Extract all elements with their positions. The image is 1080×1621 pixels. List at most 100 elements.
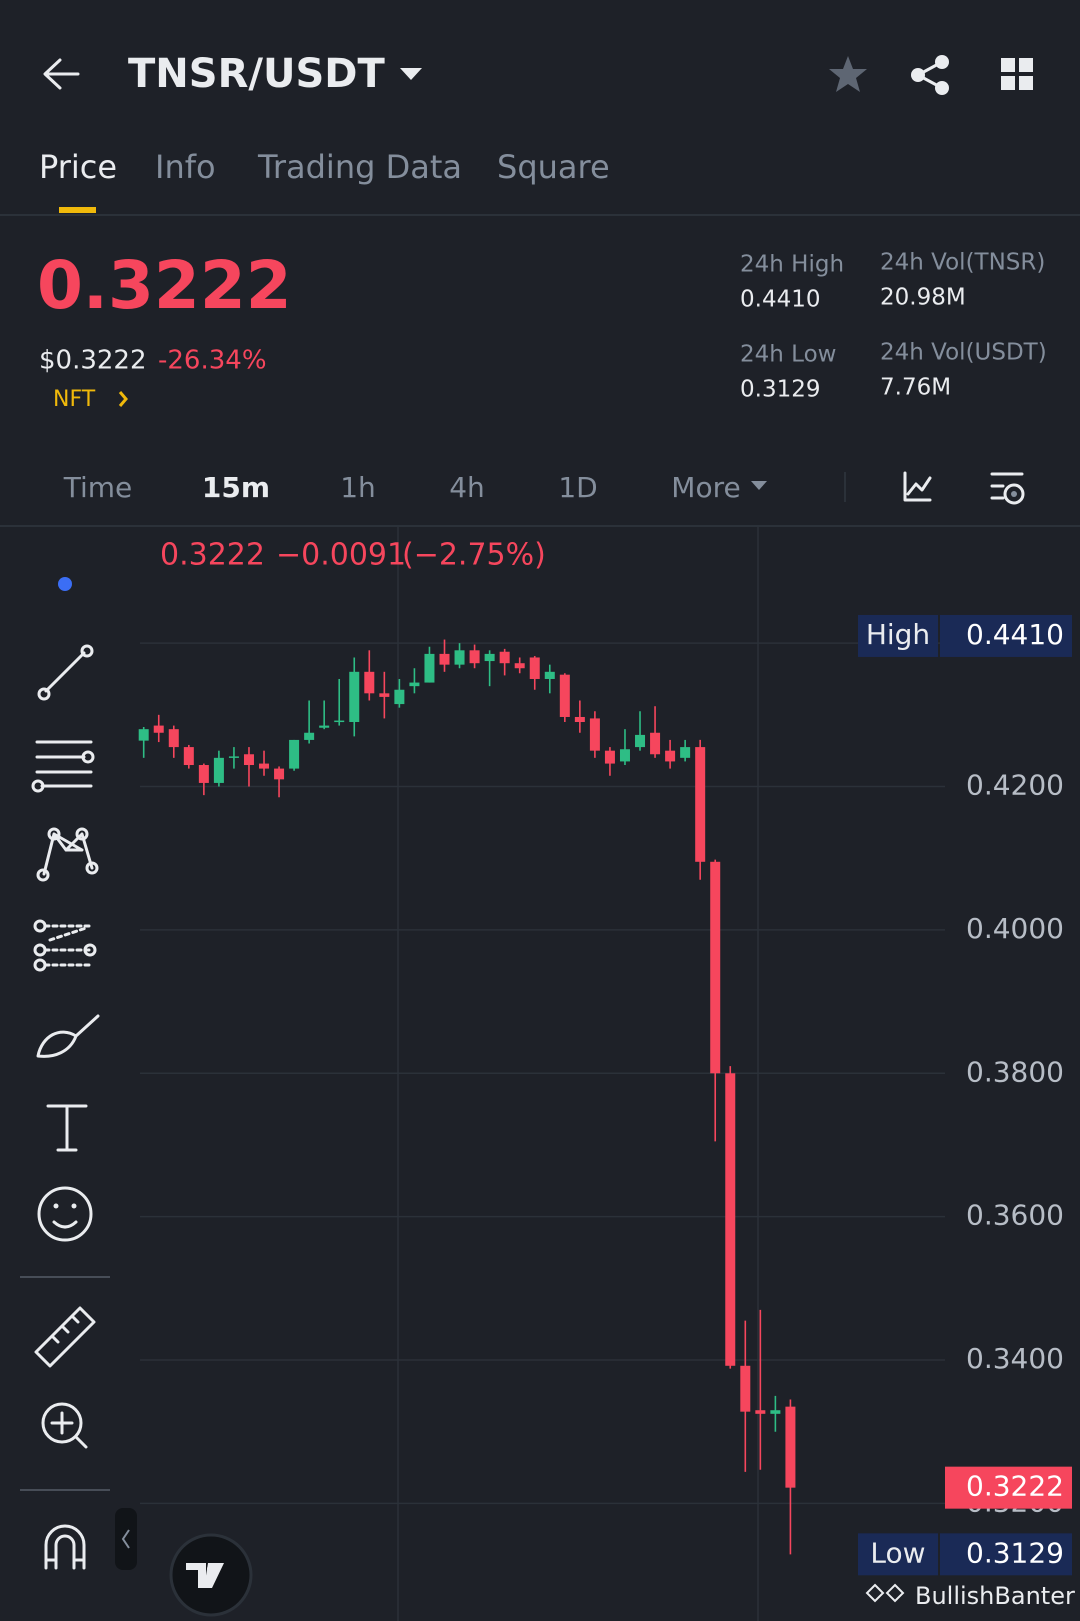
tag-value: 0.4410	[966, 618, 1064, 651]
settings-button[interactable]	[990, 472, 1025, 505]
stat-label: 24h Vol(USDT)	[880, 340, 1047, 366]
menu-grid[interactable]	[1001, 58, 1033, 90]
tag-label: Low	[870, 1536, 925, 1569]
candle-body	[635, 734, 646, 748]
candle-body	[183, 747, 194, 766]
favorite-star[interactable]	[829, 56, 867, 92]
timeframe[interactable]: More	[671, 471, 740, 504]
y-tick-label: 0.4200	[966, 769, 1064, 802]
stat-label: 24h Vol(TNSR)	[880, 250, 1045, 276]
timeframe[interactable]: Time	[63, 471, 133, 504]
legend-change-pct: (−2.75%)	[402, 538, 546, 573]
magnet-tool[interactable]	[44, 1524, 86, 1570]
candle-body	[484, 653, 495, 662]
tab[interactable]: Price	[39, 148, 117, 186]
text-tool[interactable]	[46, 1104, 88, 1152]
fib-tool[interactable]	[31, 740, 95, 793]
timeframe[interactable]: 4h	[449, 471, 485, 504]
stat-value: 0.4410	[740, 287, 820, 313]
pair-title[interactable]: TNSR/USDT	[128, 51, 385, 97]
legend-change: −0.0091	[276, 538, 406, 573]
tradingview-logo[interactable]	[169, 1533, 253, 1617]
candle-body	[650, 732, 661, 755]
last-tag: 0.3222	[945, 1466, 1072, 1509]
stat-label: 24h High	[740, 252, 844, 278]
candle-body	[243, 754, 254, 766]
tag-label: High	[866, 618, 930, 651]
ruler-tool[interactable]	[34, 1306, 96, 1368]
tab[interactable]: Square	[497, 148, 610, 186]
zoom-tool[interactable]	[41, 1402, 88, 1449]
share-button[interactable]	[911, 55, 949, 95]
candle-body	[289, 739, 300, 769]
candle-body	[439, 653, 450, 665]
candle-body	[619, 749, 630, 762]
pair-dropdown[interactable]	[400, 68, 422, 80]
candle-body	[725, 1073, 736, 1366]
candle-chart: 0.44000.42000.40000.38000.36000.34000.32…	[138, 614, 1072, 1576]
tab-indicator	[59, 207, 96, 213]
stat-value: 7.76M	[880, 375, 951, 401]
stat-value: 0.3129	[740, 377, 820, 403]
candle-body	[274, 768, 285, 780]
active-dot	[58, 577, 72, 591]
tag-bg	[940, 614, 1072, 657]
candle-body	[138, 729, 149, 741]
candle-body	[514, 663, 525, 669]
back-button[interactable]	[43, 58, 80, 90]
candle-body	[710, 861, 721, 1074]
candle-body	[529, 657, 540, 679]
y-tick-label: 0.3400	[966, 1342, 1064, 1375]
high-tag: High 0.4410	[858, 614, 1072, 657]
candle-body	[770, 1410, 781, 1414]
candle-body	[665, 750, 676, 762]
candle-body	[785, 1406, 796, 1488]
watermark: BullishBanter	[915, 1582, 1075, 1610]
candle-body	[394, 689, 405, 705]
tag-link[interactable]: NFT	[53, 387, 96, 412]
low-tag: Low 0.3129	[858, 1533, 1072, 1576]
candle-body	[454, 650, 465, 665]
timeframe[interactable]: 1D	[558, 471, 597, 504]
candle-body	[680, 747, 691, 758]
stat-value: 20.98M	[880, 285, 966, 311]
candle-body	[544, 671, 555, 679]
timeframe[interactable]: 1h	[340, 471, 376, 504]
emoji-tool[interactable]	[37, 1186, 93, 1242]
tag-bg	[858, 614, 938, 657]
more-dropdown[interactable]	[751, 481, 767, 490]
candle-body	[334, 720, 345, 723]
collapse-toolbar[interactable]	[115, 1508, 137, 1570]
tag-arrow	[118, 391, 128, 407]
tab[interactable]: Info	[155, 148, 216, 186]
brush-tool[interactable]	[36, 1014, 100, 1058]
tag-bg	[858, 1533, 938, 1576]
tag-value: 0.3222	[966, 1470, 1064, 1503]
candle-body	[469, 650, 480, 664]
candle-body	[349, 671, 360, 722]
tag-value: 0.3129	[966, 1536, 1064, 1569]
candle-body	[574, 716, 585, 722]
tab[interactable]: Trading Data	[257, 148, 462, 186]
candle-body	[589, 718, 600, 751]
tag-bg	[940, 1533, 1072, 1576]
candle-body	[198, 765, 209, 783]
trendline-tool[interactable]	[37, 644, 94, 701]
timeframe[interactable]: 15m	[202, 471, 270, 504]
pattern-tool[interactable]	[36, 827, 99, 882]
indicator-button[interactable]	[903, 471, 932, 502]
candle-body	[740, 1365, 751, 1412]
candle-body	[213, 757, 224, 783]
stat-label: 24h Low	[740, 342, 836, 368]
watermark-icon	[865, 1583, 905, 1603]
candle-body	[604, 750, 615, 764]
candle-body	[319, 725, 330, 728]
legend-close: 0.3222	[160, 538, 265, 573]
candle-body	[409, 682, 420, 687]
prediction-tool[interactable]	[33, 919, 97, 972]
candle-body	[304, 732, 315, 740]
candle-body	[259, 763, 270, 769]
candle-body	[228, 756, 239, 758]
